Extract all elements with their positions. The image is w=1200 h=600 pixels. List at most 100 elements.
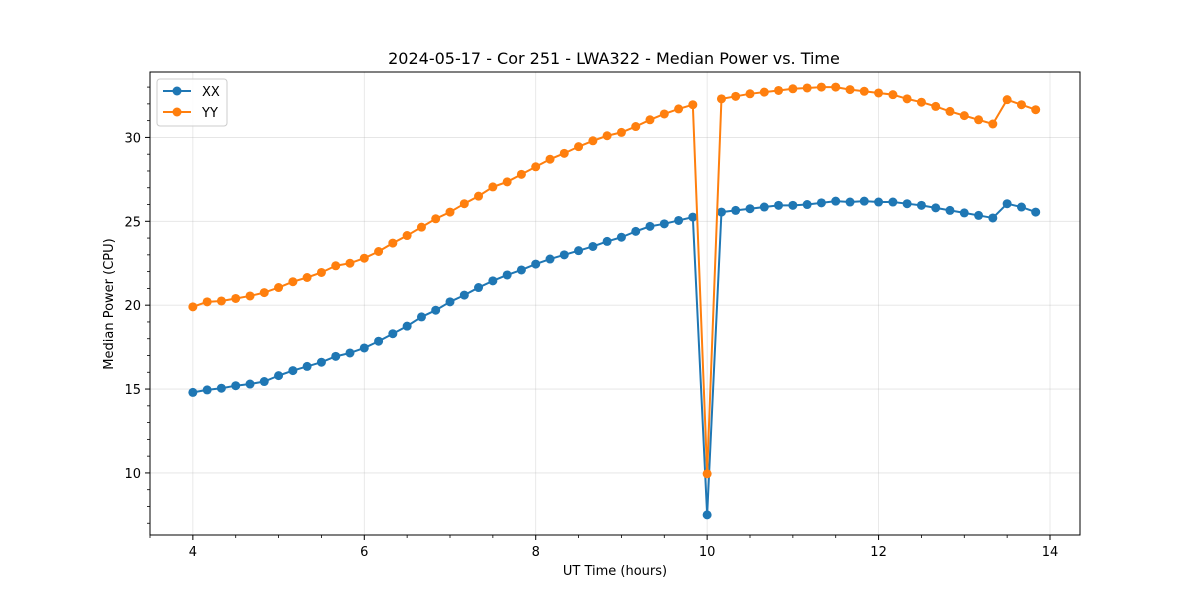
data-point-xx: [516, 265, 526, 275]
data-point-xx: [316, 357, 326, 367]
data-point-xx: [845, 197, 855, 207]
data-point-xx: [602, 236, 612, 246]
data-point-yy: [616, 127, 626, 137]
series-layer: [188, 82, 1041, 520]
data-point-yy: [574, 142, 584, 152]
data-point-xx: [931, 203, 941, 213]
data-point-yy: [731, 91, 741, 101]
data-point-yy: [416, 222, 426, 232]
data-point-xx: [688, 212, 698, 222]
data-point-yy: [531, 162, 541, 172]
data-point-xx: [616, 232, 626, 242]
data-point-yy: [988, 119, 998, 129]
data-point-xx: [902, 199, 912, 209]
data-point-yy: [502, 177, 512, 187]
data-point-yy: [316, 267, 326, 277]
data-point-xx: [659, 219, 669, 229]
x-tick-label: 10: [699, 545, 716, 560]
legend: XX YY: [156, 78, 228, 127]
y-tick-label: 15: [124, 383, 141, 398]
data-point-xx: [945, 205, 955, 215]
data-point-xx: [259, 377, 269, 387]
data-point-yy: [359, 253, 369, 263]
data-point-yy: [674, 104, 684, 114]
data-point-xx: [445, 297, 455, 307]
data-point-yy: [445, 207, 455, 217]
data-point-yy: [216, 296, 226, 306]
data-point-xx: [502, 270, 512, 280]
data-point-xx: [802, 200, 812, 210]
data-point-yy: [745, 89, 755, 99]
data-point-xx: [1031, 207, 1041, 217]
data-point-xx: [216, 383, 226, 393]
data-point-yy: [431, 214, 441, 224]
chart-title: 2024-05-17 - Cor 251 - LWA322 - Median P…: [388, 49, 840, 68]
data-point-yy: [602, 131, 612, 141]
data-point-yy: [645, 115, 655, 125]
data-point-xx: [474, 283, 484, 293]
data-point-xx: [631, 226, 641, 236]
data-point-yy: [831, 82, 841, 92]
data-point-yy: [331, 261, 341, 271]
data-point-yy: [888, 90, 898, 100]
data-point-xx: [916, 200, 926, 210]
data-point-xx: [874, 197, 884, 207]
y-axis: 10 15 20 25 30: [124, 86, 150, 524]
data-point-yy: [631, 122, 641, 132]
data-point-yy: [188, 302, 198, 312]
data-point-yy: [945, 106, 955, 116]
data-point-yy: [1031, 105, 1041, 115]
data-point-xx: [959, 208, 969, 218]
data-point-yy: [774, 85, 784, 95]
series-xx: [188, 196, 1041, 520]
x-tick-label: 14: [1042, 545, 1059, 560]
data-point-yy: [516, 169, 526, 179]
x-tick-label: 12: [870, 545, 887, 560]
data-point-yy: [374, 247, 384, 256]
data-point-xx: [402, 321, 412, 331]
data-point-xx: [431, 305, 441, 315]
data-point-yy: [959, 111, 969, 121]
data-point-xx: [645, 221, 655, 231]
x-tick-label: 8: [532, 545, 540, 560]
data-point-yy: [274, 283, 284, 293]
data-point-yy: [716, 94, 726, 104]
data-point-xx: [588, 241, 598, 251]
data-point-yy: [231, 293, 241, 303]
data-point-xx: [288, 366, 298, 376]
data-point-yy: [245, 291, 255, 301]
data-point-xx: [1016, 202, 1026, 212]
data-point-xx: [202, 385, 212, 395]
data-point-xx: [302, 361, 312, 371]
data-point-xx: [702, 510, 712, 520]
y-axis-label: Median Power (CPU): [102, 238, 117, 369]
data-point-xx: [331, 351, 341, 361]
data-point-yy: [202, 297, 212, 307]
data-point-yy: [288, 277, 298, 287]
data-point-yy: [474, 191, 484, 201]
x-axis-label: UT Time (hours): [563, 564, 667, 579]
data-point-xx: [816, 198, 826, 208]
data-point-yy: [788, 84, 798, 94]
data-point-yy: [974, 115, 984, 125]
data-point-xx: [574, 246, 584, 256]
data-point-yy: [259, 288, 269, 298]
data-point-yy: [874, 88, 884, 98]
y-tick-label: 10: [124, 467, 141, 482]
data-point-xx: [245, 379, 255, 389]
data-point-xx: [888, 197, 898, 207]
data-point-xx: [745, 204, 755, 214]
data-point-yy: [816, 82, 826, 92]
data-point-xx: [674, 215, 684, 225]
data-point-yy: [688, 100, 698, 110]
data-point-yy: [802, 83, 812, 93]
data-point-yy: [402, 231, 412, 241]
data-point-yy: [1002, 95, 1012, 105]
data-point-xx: [559, 250, 569, 260]
data-point-xx: [416, 312, 426, 322]
data-point-xx: [545, 254, 555, 264]
data-point-yy: [702, 469, 712, 479]
data-point-yy: [459, 199, 469, 209]
data-point-yy: [559, 148, 569, 158]
